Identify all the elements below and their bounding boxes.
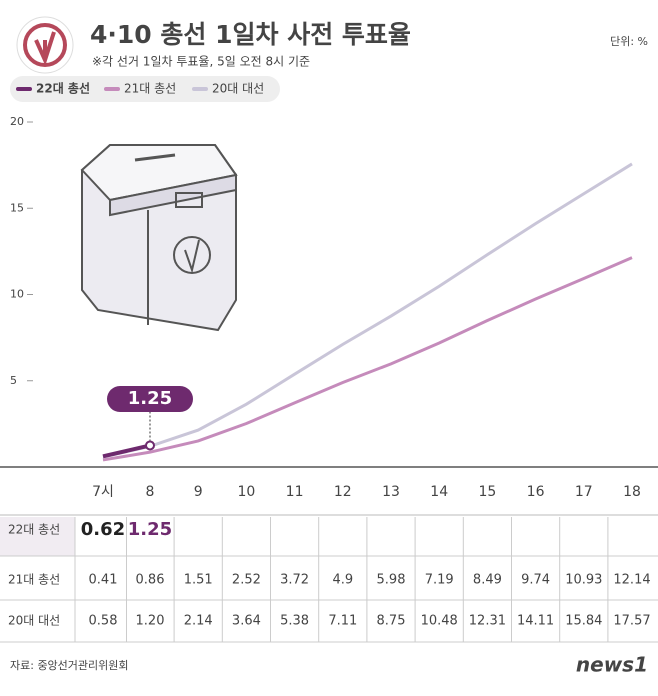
handle (175, 192, 203, 208)
box-stamp-mark (184, 239, 200, 274)
table-cell: 12.14 (613, 573, 650, 588)
logo: news1 (576, 653, 648, 677)
legend-label: 20대 대선 (212, 82, 264, 96)
table-cell: 7.19 (425, 573, 454, 588)
y-tick-label: 10 (10, 288, 24, 301)
unit: 단위: % (610, 35, 648, 48)
x-tick-label: 17 (575, 484, 593, 500)
x-tick-label: 11 (286, 484, 304, 500)
row-label: 22대 총선 (8, 523, 60, 537)
table-cell: 0.58 (89, 614, 118, 629)
table-cell: 0.62 (81, 519, 125, 540)
box-rim (109, 173, 237, 217)
source: 자료: 중앙선거관리위원회 (10, 659, 129, 672)
callout-label: 1.25 (128, 388, 172, 409)
table-cell: 3.72 (280, 573, 309, 588)
table-cell: 5.38 (280, 614, 309, 629)
stamp-icon (23, 23, 67, 67)
legend-label: 21대 총선 (124, 82, 176, 96)
y-tick-label: 5 (10, 374, 17, 387)
box-lid (80, 144, 238, 202)
table-cell: 10.48 (421, 614, 458, 629)
table-cell: 5.98 (377, 573, 406, 588)
slot (134, 153, 176, 162)
table-cell: 10.93 (565, 573, 602, 588)
table-cell: 1.51 (184, 573, 213, 588)
table-cell: 8.49 (473, 573, 502, 588)
point (145, 440, 155, 451)
x-tick-label: 16 (527, 484, 545, 500)
table-cell: 3.64 (232, 614, 261, 629)
x-tick-label: 12 (334, 484, 352, 500)
line-series (102, 256, 633, 462)
legend-label: 22대 총선 (36, 81, 90, 96)
table-cell: 17.57 (613, 614, 650, 629)
y-tick-label: 15 (10, 201, 24, 214)
x-tick-label: 7시 (92, 484, 114, 500)
x-tick-label: 14 (430, 484, 448, 500)
row-label: 21대 총선 (8, 573, 60, 587)
table-cell: 9.74 (521, 573, 550, 588)
line-series (102, 443, 151, 459)
subtitle: ※각 선거 1일차 투표율, 5일 오전 8시 기준 (92, 55, 310, 69)
legend-bg (10, 76, 280, 102)
table-cell: 14.11 (517, 614, 554, 629)
row-bg (0, 517, 75, 556)
table-cell: 2.52 (232, 573, 261, 588)
title: 4·10 총선 1일차 사전 투표율 (90, 20, 411, 49)
table-cell: 4.9 (332, 573, 353, 588)
callout-box (107, 386, 193, 412)
ballot-box (80, 144, 238, 332)
table-cell: 12.31 (469, 614, 506, 629)
x-tick-label: 10 (237, 484, 255, 500)
x-tick-label: 18 (623, 484, 641, 500)
line-series (102, 162, 633, 459)
table-cell: 1.25 (128, 519, 172, 540)
x-tick-label: 8 (146, 484, 155, 500)
y-tick-label: 20 (10, 115, 24, 128)
row-label: 20대 대선 (8, 614, 60, 628)
x-tick-label: 9 (194, 484, 203, 500)
table-cell: 0.86 (136, 573, 165, 588)
table-cell: 7.11 (328, 614, 357, 629)
table-cell: 15.84 (565, 614, 602, 629)
table-cell: 1.20 (136, 614, 165, 629)
table-cell: 0.41 (89, 573, 118, 588)
x-tick-label: 13 (382, 484, 400, 500)
stamp-mark (34, 31, 56, 66)
x-tick-label: 15 (478, 484, 496, 500)
table-cell: 8.75 (377, 614, 406, 629)
table-cell: 2.14 (184, 614, 213, 629)
